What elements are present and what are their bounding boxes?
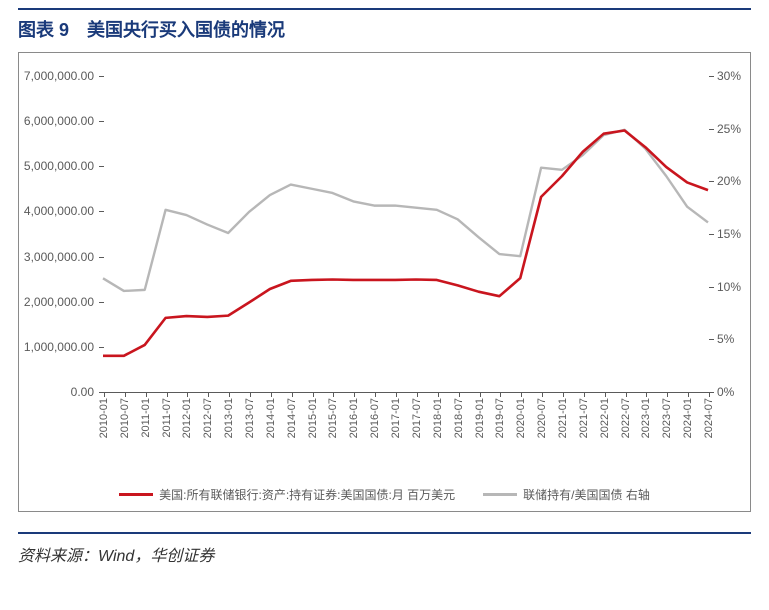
y-right-tick-label: 25% [717,122,741,136]
y-left-tick-label: 5,000,000.00 [24,159,94,173]
y-left-tick-label: 7,000,000.00 [24,69,94,83]
x-tick-label: 2017-07 [411,398,423,438]
legend-item-treasury-holdings: 美国:所有联储银行:资产:持有证券:美国国债:月 百万美元 [119,486,455,503]
x-tick-label: 2015-01 [307,398,319,438]
x-tick-label: 2012-07 [202,398,214,438]
x-tick-label: 2020-01 [515,398,527,438]
x-tick-label: 2017-01 [390,398,402,438]
x-tick-label: 2024-01 [682,398,694,438]
chart-frame: 美国:所有联储银行:资产:持有证券:美国国债:月 百万美元 联储持有/美国国债 … [18,52,751,512]
x-tick-label: 2019-01 [474,398,486,438]
legend: 美国:所有联储银行:资产:持有证券:美国国债:月 百万美元 联储持有/美国国债 … [19,486,750,503]
legend-swatch-1 [483,493,517,496]
x-tick-label: 2020-07 [536,398,548,438]
x-tick-label: 2013-01 [223,398,235,438]
title-bar: 图表 9 美国央行买入国债的情况 [18,8,751,42]
x-tick-label: 2016-01 [348,398,360,438]
y-left-tick-label: 2,000,000.00 [24,295,94,309]
x-tick-label: 2016-07 [369,398,381,438]
figure-number: 图表 9 [18,16,69,42]
y-left-tick-label: 6,000,000.00 [24,114,94,128]
chart-svg [103,75,708,391]
x-tick-label: 2019-07 [494,398,506,438]
plot-area [103,75,708,391]
y-left-tick-label: 1,000,000.00 [24,340,94,354]
x-tick-label: 2014-07 [286,398,298,438]
x-tick-label: 2013-07 [244,398,256,438]
y-right-tick-label: 10% [717,280,741,294]
x-tick-label: 2022-07 [620,398,632,438]
x-tick-label: 2023-01 [640,398,652,438]
x-tick-label: 2015-07 [327,398,339,438]
x-tick-label: 2012-01 [181,398,193,438]
x-tick-label: 2024-07 [703,398,715,438]
x-tick-label: 2010-01 [98,398,110,438]
legend-item-fed-ratio: 联储持有/美国国债 右轴 [483,486,650,503]
legend-swatch-0 [119,493,153,496]
legend-label-1: 联储持有/美国国债 右轴 [523,486,650,503]
x-tick-label: 2018-07 [453,398,465,438]
footer-rule: 资料来源：Wind，华创证券 [18,532,751,566]
y-right-tick-label: 15% [717,227,741,241]
x-tick-label: 2018-01 [432,398,444,438]
x-tick-label: 2022-01 [599,398,611,438]
y-left-tick-label: 3,000,000.00 [24,250,94,264]
legend-label-0: 美国:所有联储银行:资产:持有证券:美国国债:月 百万美元 [159,486,455,503]
y-right-tick-label: 20% [717,174,741,188]
x-tick-label: 2011-01 [140,398,152,438]
x-tick-label: 2021-07 [578,398,590,438]
y-right-tick-label: 0% [717,385,734,399]
y-right-tick-label: 30% [717,69,741,83]
y-left-tick-label: 0.00 [71,385,94,399]
series-line-0 [103,131,708,356]
x-tick-label: 2023-07 [661,398,673,438]
x-tick-label: 2014-01 [265,398,277,438]
x-tick-label: 2010-07 [119,398,131,438]
x-tick-label: 2011-07 [161,398,173,438]
y-right-tick-label: 5% [717,332,734,346]
x-tick-label: 2021-01 [557,398,569,438]
series-line-1 [103,130,708,291]
figure-title: 美国央行买入国债的情况 [87,16,285,42]
y-left-tick-label: 4,000,000.00 [24,204,94,218]
source-text: 资料来源：Wind，华创证券 [18,548,214,565]
